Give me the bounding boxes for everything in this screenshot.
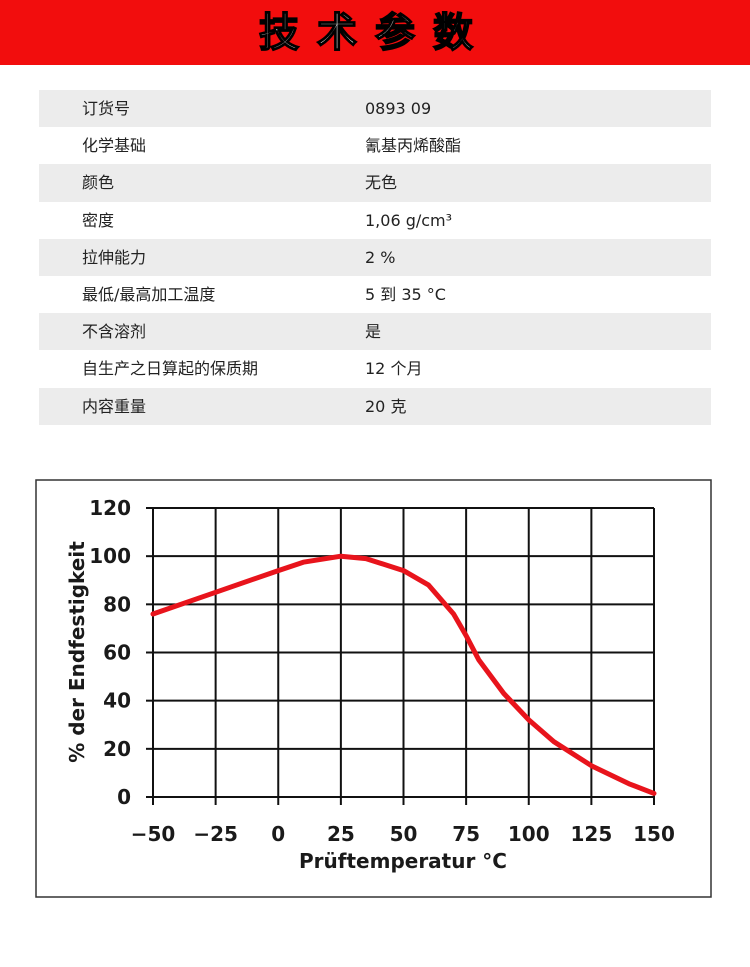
x-tick-label: 25 — [327, 822, 355, 846]
table-row: 拉伸能力 2 % — [39, 238, 711, 276]
property-name: 订货号 — [82, 99, 131, 118]
property-name: 颜色 — [82, 173, 115, 193]
y-axis-label: % der Endfestigkeit — [65, 541, 89, 763]
property-name: 内容重量 — [82, 396, 147, 416]
page-title: 技术参数 — [258, 8, 491, 57]
y-tick-label: 40 — [103, 689, 131, 713]
y-tick-label: 0 — [117, 785, 131, 809]
x-tick-label: 50 — [390, 822, 418, 846]
property-value: 2 % — [365, 247, 396, 267]
table-row: 最低/最高加工温度 5 到 35 °C — [39, 276, 711, 313]
x-tick-label: 125 — [571, 822, 613, 846]
property-name: 化学基础 — [82, 136, 147, 156]
property-value: 氰基丙烯酸酯 — [365, 136, 462, 156]
property-value: 1,06 g/cm³ — [365, 210, 453, 230]
y-tick-label: 80 — [103, 592, 131, 616]
spec-table: 订货号 0893 09 化学基础 氰基丙烯酸酯颜色 无色密度 1,06 g/cm³ 拉伸能力… — [39, 90, 711, 425]
x-axis-label: Prüftemperatur °C — [299, 849, 507, 873]
data-line — [150, 553, 657, 796]
property-value: 0893 09 — [365, 99, 432, 118]
table-row: 内容重量 20 克 — [39, 387, 711, 425]
table-row: 化学基础 氰基丙烯酸酯 — [39, 127, 711, 164]
table-row: 自生产之日算起的保质期 12 个月 — [39, 350, 711, 387]
y-tick-label: 60 — [103, 641, 131, 665]
property-name: 密度 — [82, 210, 115, 230]
y-tick-label: 20 — [103, 737, 131, 761]
banner: 技术参数 — [0, 0, 750, 65]
property-value: 12 个月 — [365, 359, 423, 379]
property-value: 20 克 — [365, 396, 407, 416]
x-tick-label: 100 — [508, 822, 550, 846]
y-tick-label: 100 — [89, 544, 131, 568]
x-tick-label: 75 — [452, 822, 480, 846]
x-tick-label: −25 — [193, 822, 238, 846]
x-tick-label: 150 — [633, 822, 675, 846]
table-row: 密度 1,06 g/cm³ — [39, 202, 711, 239]
y-tick-label: 120 — [89, 496, 131, 520]
table-row: 颜色 无色 — [39, 164, 711, 202]
table-row: 订货号 0893 09 — [39, 90, 711, 128]
chart-frame — [35, 479, 712, 898]
property-name: 最低/最高加工温度 — [82, 284, 216, 304]
property-name: 拉伸能力 — [82, 247, 147, 267]
property-name: 自生产之日算起的保质期 — [82, 359, 259, 379]
x-tick-label: −50 — [131, 822, 176, 846]
property-value: 是 — [365, 322, 382, 342]
x-tick-label: 0 — [271, 822, 285, 846]
property-value: 无色 — [365, 173, 398, 193]
table-row: 不含溶剂 是 — [39, 313, 711, 351]
property-value: 5 到 35 °C — [365, 284, 446, 304]
property-name: 不含溶剂 — [82, 322, 147, 342]
